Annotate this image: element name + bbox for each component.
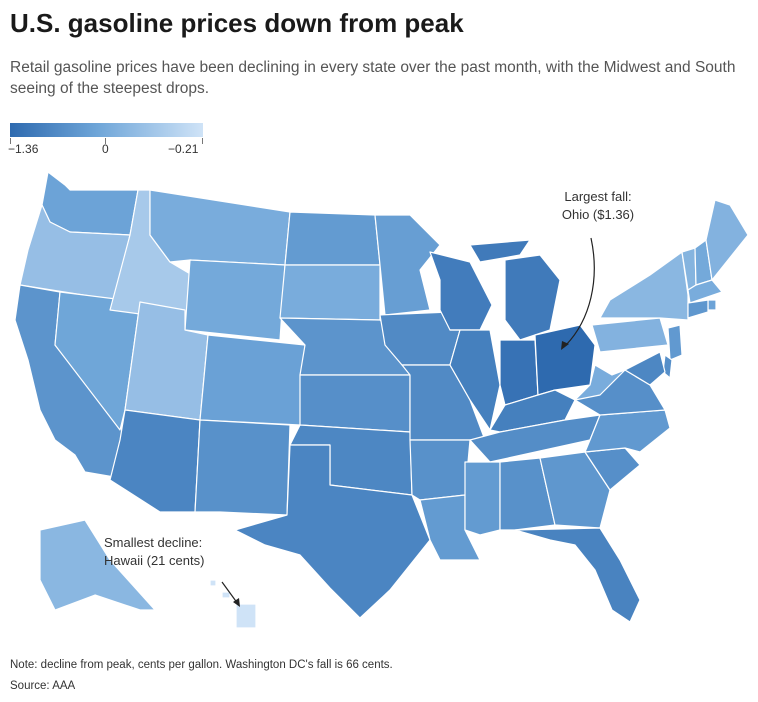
state-mn [374,214,441,316]
largest-fall-arrow [561,237,595,350]
legend-label-min: −1.36 [8,142,39,156]
largest-fall-annotation: Largest fall: Ohio ($1.36) [548,188,648,224]
state-az [109,409,201,513]
legend-tick-max [202,138,203,144]
state-pa [591,317,669,353]
state-de [662,354,673,379]
state-nm [194,419,291,516]
largest-fall-line1: Largest fall: [564,189,632,204]
state-mt [149,189,291,266]
state-ar [409,439,471,501]
state-oh [534,324,596,396]
chart-title: U.S. gasoline prices down from peak [10,8,464,38]
state-wy [184,259,286,341]
state-al [499,457,556,531]
legend-tick-min [10,138,11,144]
state-ri [707,299,717,311]
state-sd [279,264,381,321]
state-me [705,199,749,281]
state-hi [209,579,257,629]
state-nj [667,324,683,361]
state-ny [599,251,689,321]
state-ks [299,374,411,433]
legend-label-mid: 0 [102,142,109,156]
state-nd [284,211,381,266]
state-in [499,339,539,406]
state-mi [469,239,561,341]
state-fl [514,527,641,623]
state-ga [539,451,611,529]
state-md [624,351,666,386]
smallest-decline-annotation: Smallest decline: Hawaii (21 cents) [104,534,228,570]
footnote: Note: decline from peak, cents per gallo… [10,659,393,671]
smallest-decline-arrow [221,581,240,607]
largest-fall-line2: Ohio ($1.36) [561,207,635,222]
state-ct [687,299,709,319]
source-credit: Source: AAA [10,680,76,692]
state-ma [687,279,723,304]
state-ak [39,519,156,611]
state-wv [574,364,626,401]
smallest-decline-line2: Hawaii (21 cents) [104,553,205,568]
state-co [199,334,306,426]
smallest-decline-line1: Smallest decline: [104,535,203,550]
us-choropleth-map [14,171,749,629]
state-ms [464,461,501,536]
legend-label-max: −0.21 [168,142,199,156]
legend-color-scale [10,123,203,137]
state-tx [234,444,431,619]
state-il [449,329,501,431]
chart-subtitle: Retail gasoline prices have been declini… [10,59,736,97]
legend-tick-mid [105,138,106,144]
